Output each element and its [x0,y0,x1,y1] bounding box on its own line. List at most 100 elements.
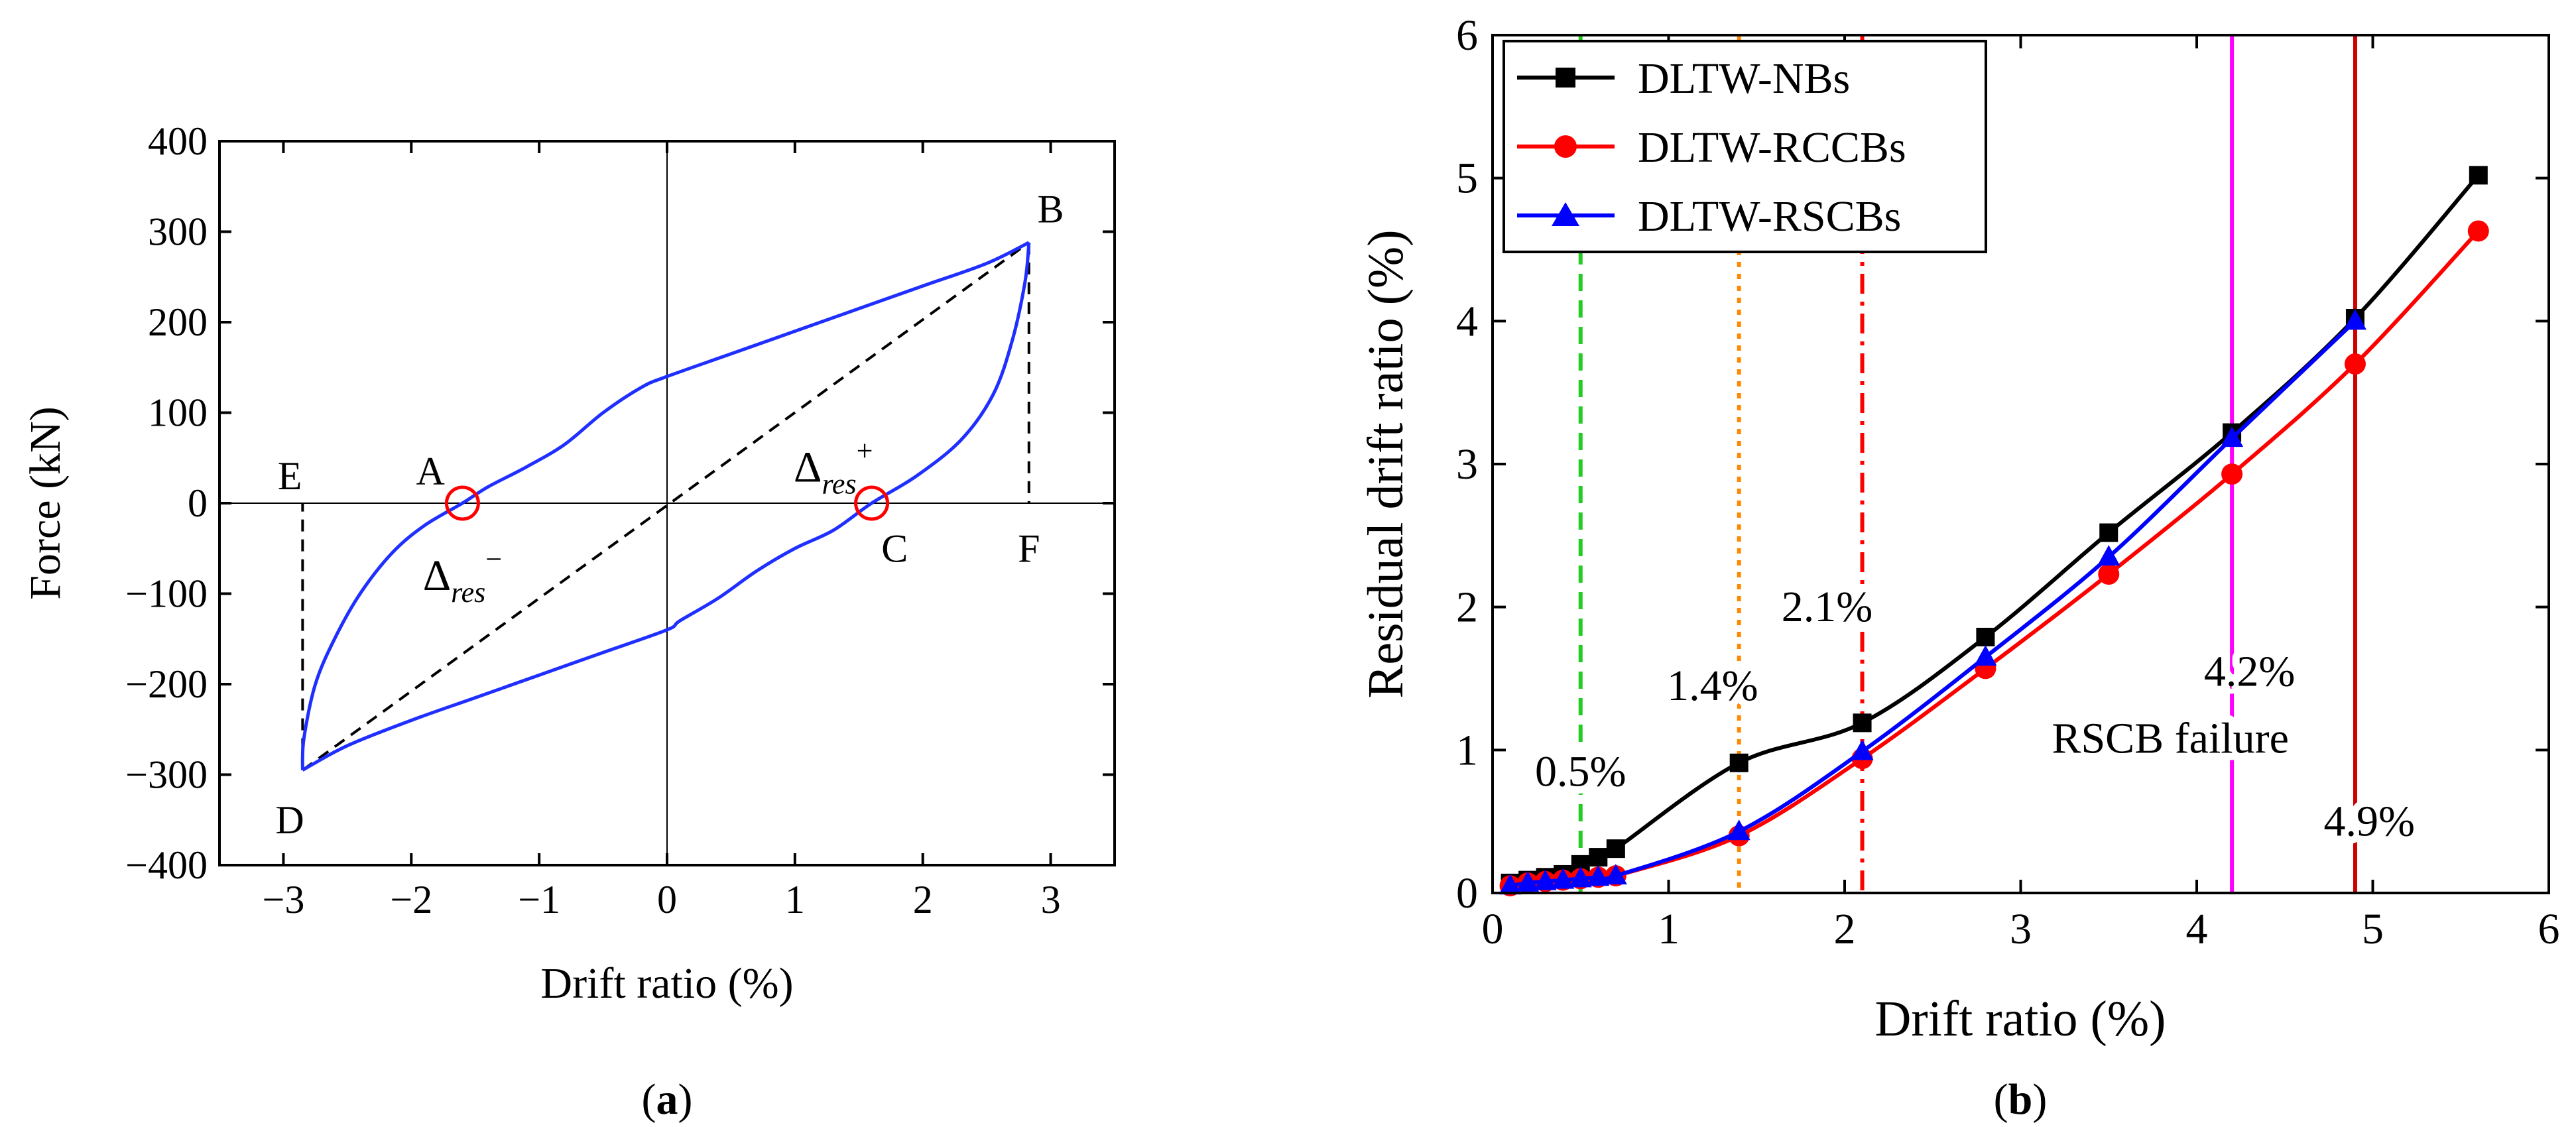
x-tick-label: 5 [2362,905,2384,953]
legend-label-nbs: DLTW-NBs [1638,54,1850,103]
marker-circle-rccbs [2467,220,2489,242]
reference-label-halo: 1.4% [1667,662,1758,710]
panel-a-caption-letter: a [656,1075,678,1124]
legend-marker-rccbs [1554,135,1577,158]
marker-triangle-rscbs [1516,870,1540,892]
legend-label-rccbs: DLTW-RCCBs [1638,123,1906,172]
y-tick-label: −200 [125,662,208,706]
panel-a-annotations: A B C D E F Δres− Δres+ [275,187,1064,841]
y-tick-label: 0 [1456,869,1478,918]
y-tick-label: 100 [148,391,208,435]
panel-b-ticks: 0 1 2 3 4 5 6 0 1 2 3 4 5 6 [1456,11,2560,953]
x-tick-label: 3 [2010,905,2032,953]
x-tick-label: 1 [785,878,805,921]
marker-circle-rccbs [2221,463,2243,485]
panel-b-annotations: 0.5%1.4%2.1%4.2%4.9%RSCB failure0.5%1.4%… [1528,575,2422,853]
y-tick-label: 300 [148,210,208,254]
panel-a: −3 −2 −1 0 1 2 3−400−300−200−1000100200300400 … [21,119,1116,1124]
annotation-halo: RSCB failure [2052,715,2289,763]
y-tick-label: 2 [1456,583,1478,632]
legend-entry-rscbs: DLTW-RSCBs [1517,192,1901,241]
panel-b-x-axis-title: Drift ratio (%) [1875,991,2166,1047]
reference-label-halo: 4.9% [2323,798,2414,846]
series-line-dltw-nbs [1510,174,2481,885]
point-label-c: C [881,526,908,570]
delta-res-label-1: Δres+ [794,434,873,500]
marker-triangle-rscbs [1604,864,1627,885]
residual-marker-circle-1 [854,485,890,521]
x-tick-label: −3 [263,878,305,921]
marker-triangle-rscbs [1727,819,1750,841]
reference-label-halo: 2.1% [1782,583,1872,631]
panel-b: 0 1 2 3 4 5 6 0 1 2 3 4 5 6 0.5% 1.4% 2.1% 4.2% 4.9% RSCB … [1358,11,2560,1124]
point-label-a: A [416,449,445,493]
reference-label-4-2: 4.2% [2204,647,2295,695]
marker-square-nbs [1606,839,1625,859]
panel-a-x-axis-title: Drift ratio (%) [540,959,793,1008]
rscb-failure-annotation: RSCB failure [2052,715,2289,763]
hysteresis-lower-branch [302,242,1031,772]
marker-triangle-rscbs [1499,874,1522,895]
marker-triangle-rscbs [1851,739,1874,760]
marker-triangle-rscbs [1552,868,1575,889]
y-tick-label: 3 [1456,440,1478,489]
panel-a-data-layer [219,141,1115,865]
marker-square-nbs [1853,713,1872,733]
legend-entry-nbs: DLTW-NBs [1517,54,1850,103]
legend-marker-rscbs [1552,202,1579,226]
legend-marker-nbs [1556,68,1575,88]
panel-a-ticks: −3 −2 −1 0 1 2 3 −400 −300 −200 −100 0 100 200 300 400 [125,119,1115,921]
x-tick-label: 6 [2538,905,2560,953]
reference-label-2-1: 2.1% [1782,583,1872,631]
x-tick-label: 0 [657,878,677,921]
marker-triangle-rscbs [1587,865,1610,886]
y-tick-label: 0 [188,481,208,525]
reference-label-4-9: 4.9% [2323,798,2414,846]
reference-label-0-5: 0.5% [1535,747,1626,796]
y-tick-label: 6 [1456,11,1478,60]
secant-line [302,241,1030,772]
x-tick-label: 0 [1482,905,1504,953]
panel-b-legend: DLTW-NBs DLTW-RCCBs DLTW-RSCBs [1503,40,1987,253]
y-tick-label: −400 [125,843,208,887]
panel-a-caption: (a) [642,1075,693,1124]
marker-square-nbs [1589,848,1608,867]
reference-label-1-4: 1.4% [1667,662,1758,710]
y-tick-label: −300 [125,753,208,797]
y-tick-label: 5 [1456,154,1478,203]
marker-triangle-rscbs [1974,645,1997,666]
point-label-f: F [1018,526,1040,570]
marker-square-nbs [2469,166,2488,185]
panel-b-caption-letter: b [2008,1075,2033,1124]
x-tick-label: 2 [913,878,933,921]
y-tick-label: 1 [1456,726,1478,774]
y-tick-label: −100 [125,572,208,616]
panel-a-y-axis-title: Force (kN) [21,406,70,599]
panel-b-y-axis-title: Residual drift ratio (%) [1358,229,1414,698]
marker-triangle-rscbs [1569,866,1592,888]
point-label-d: D [275,798,304,842]
x-tick-label: −1 [518,878,560,921]
marker-square-nbs [2099,523,2118,542]
marker-square-nbs [1729,753,1748,772]
point-label-b: B [1038,187,1064,231]
marker-circle-rccbs [2344,353,2366,375]
series-line-dltw-rscbs [1510,320,2357,888]
residual-marker-circle-0 [444,485,480,521]
marker-circle-rccbs [2098,564,2120,585]
delta-res-label-0: Δres− [423,543,502,609]
point-label-e: E [278,454,302,498]
marker-square-nbs [1976,627,1995,646]
y-tick-label: 200 [148,300,208,344]
x-tick-label: −2 [390,878,432,921]
legend-entry-rccbs: DLTW-RCCBs [1517,123,1906,172]
series-line-dltw-rccbs [1510,229,2481,888]
reference-label-halo: 0.5% [1535,747,1626,796]
x-tick-label: 3 [1041,878,1061,921]
panel-b-caption: (b) [1994,1075,2048,1124]
marker-triangle-rscbs [2343,309,2366,330]
x-tick-label: 4 [2186,905,2208,953]
marker-triangle-rscbs [2097,545,2120,566]
marker-triangle-rscbs [2221,426,2244,447]
